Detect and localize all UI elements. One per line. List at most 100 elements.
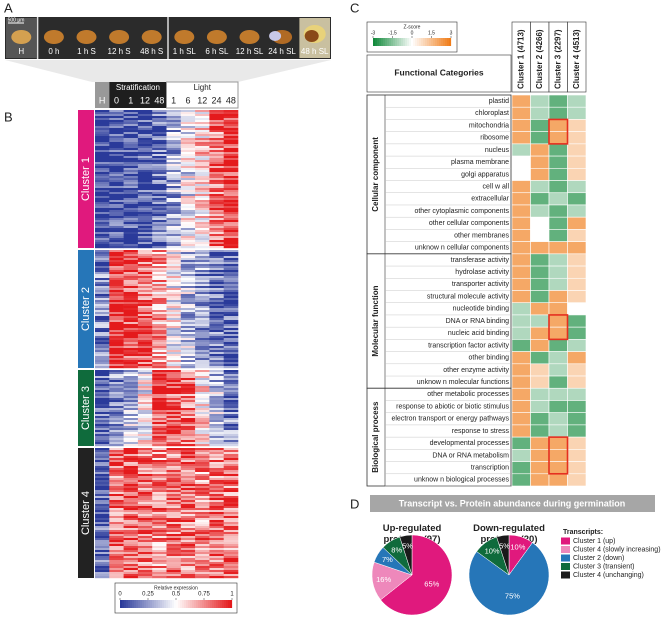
- heatmap-texture: [195, 286, 210, 289]
- legend-ramp: [230, 600, 233, 608]
- heatmap-texture: [209, 210, 224, 213]
- heatmap-texture: [109, 266, 124, 269]
- heatmap-texture: [137, 460, 153, 463]
- legend-ramp: [190, 600, 193, 608]
- heatmap-texture: [166, 182, 182, 185]
- heatmap-texture: [209, 154, 224, 157]
- heatmap-texture: [152, 256, 167, 259]
- heatmap-texture: [180, 332, 196, 335]
- legend-label: Cluster 1 (up): [573, 538, 615, 545]
- heatmap-texture: [109, 256, 124, 259]
- column-header: Cluster 2 (4266): [535, 29, 544, 89]
- heatmap-texture: [223, 164, 239, 167]
- heat-cell: [548, 400, 568, 413]
- heatmap-texture: [180, 546, 196, 549]
- heatmap-texture: [137, 254, 153, 257]
- heatmap-texture: [209, 466, 224, 469]
- heatmap-texture: [95, 168, 110, 171]
- heatmap-texture: [95, 344, 110, 347]
- heatmap-texture: [223, 462, 239, 465]
- heatmap-texture: [109, 324, 124, 327]
- heatmap-texture: [137, 152, 153, 155]
- heatmap-texture: [137, 452, 153, 455]
- heat-cell: [548, 180, 568, 194]
- legend-ramp: [148, 600, 151, 608]
- heatmap-texture: [123, 262, 139, 265]
- heatmap-texture: [180, 304, 196, 307]
- heatmap-texture: [95, 314, 110, 317]
- heatmap-texture: [166, 452, 182, 455]
- legend-tick-label: 0.5: [172, 592, 181, 598]
- heatmap-texture: [223, 204, 239, 207]
- heatmap-texture: [95, 454, 110, 457]
- heat-cell: [511, 375, 531, 389]
- heatmap-texture: [95, 464, 110, 467]
- heatmap-texture: [166, 258, 182, 261]
- legend-ramp: [124, 600, 127, 608]
- heatmap-texture: [195, 268, 210, 271]
- heatmap-texture: [180, 246, 196, 249]
- heatmap-texture: [223, 286, 239, 289]
- heatmap-texture: [180, 170, 196, 173]
- heatmap-texture: [109, 382, 124, 385]
- heatmap-texture: [223, 232, 239, 235]
- heatmap-texture: [95, 144, 110, 147]
- legend-ramp: [399, 38, 402, 46]
- heatmap-texture: [123, 386, 139, 389]
- heatmap-texture: [209, 366, 224, 369]
- heatmap-texture: [123, 480, 139, 483]
- heatmap-texture: [137, 232, 153, 235]
- heat-cell: [530, 106, 550, 120]
- heatmap-texture: [137, 246, 153, 249]
- heatmap-texture: [223, 374, 239, 377]
- heatmap-texture: [109, 154, 124, 157]
- heatmap-texture: [209, 238, 224, 241]
- heatmap-texture: [152, 180, 167, 183]
- heatmap-texture: [195, 456, 210, 459]
- heatmap-texture: [195, 442, 210, 445]
- heatmap-texture: [166, 328, 182, 331]
- heatmap-texture: [180, 366, 196, 369]
- heat-cell: [548, 314, 568, 328]
- heatmap-texture: [223, 452, 239, 455]
- heatmap-texture: [152, 178, 167, 181]
- heatmap-texture: [223, 454, 239, 457]
- heatmap-texture: [166, 360, 182, 363]
- row-label: cell w all: [483, 183, 510, 190]
- heatmap-texture: [223, 126, 239, 129]
- heatmap-texture: [123, 162, 139, 165]
- heatmap-texture: [180, 348, 196, 351]
- heatmap-texture: [123, 130, 139, 133]
- heatmap-texture: [180, 274, 196, 277]
- heatmap-texture: [123, 338, 139, 341]
- heatmap-texture: [152, 570, 167, 573]
- heatmap-texture: [209, 300, 224, 303]
- heatmap-texture: [209, 206, 224, 209]
- heatmap-texture: [195, 372, 210, 375]
- heatmap-texture: [123, 456, 139, 459]
- heatmap-texture: [109, 386, 124, 389]
- heatmap-texture: [209, 262, 224, 265]
- heatmap-texture: [123, 382, 139, 385]
- heatmap-texture: [152, 316, 167, 319]
- heatmap-texture: [180, 538, 196, 541]
- heatmap-texture: [95, 418, 110, 421]
- heatmap-texture: [195, 506, 210, 509]
- heatmap-texture: [180, 450, 196, 453]
- heatmap-texture: [152, 390, 167, 393]
- heatmap-texture: [223, 376, 239, 379]
- heatmap-texture: [195, 122, 210, 125]
- heatmap-texture: [180, 340, 196, 343]
- heatmap-texture: [223, 170, 239, 173]
- heatmap-texture: [166, 312, 182, 315]
- heatmap-texture: [152, 326, 167, 329]
- heatmap-texture: [109, 150, 124, 153]
- heatmap-texture: [195, 124, 210, 127]
- heatmap-texture: [152, 218, 167, 221]
- heatmap-texture: [195, 338, 210, 341]
- heatmap-texture: [95, 322, 110, 325]
- heatmap-texture: [109, 526, 124, 529]
- heat-cell: [567, 241, 587, 255]
- heatmap-texture: [180, 320, 196, 323]
- heatmap-texture: [180, 474, 196, 477]
